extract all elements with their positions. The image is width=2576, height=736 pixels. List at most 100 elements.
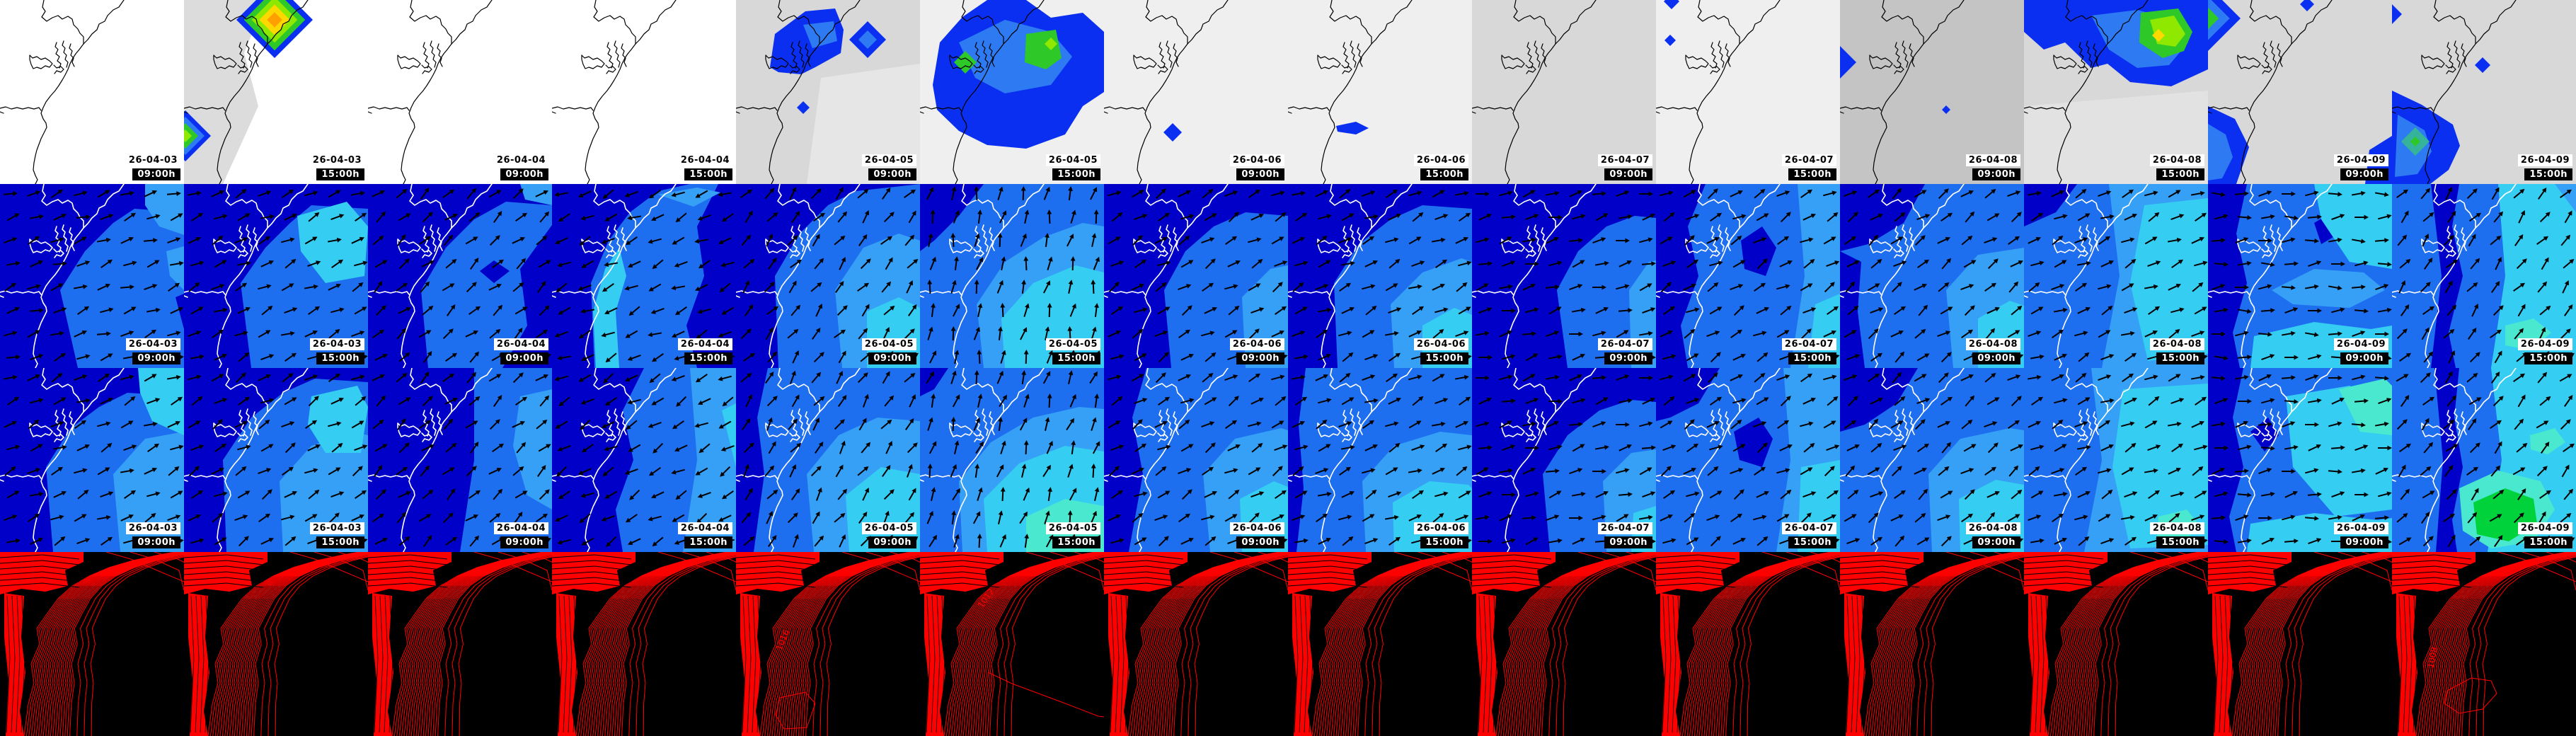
tile-date-label: 26-04-07 [1781, 154, 1836, 166]
map-canvas [2024, 368, 2208, 552]
tile-date-label: 26-04-04 [677, 522, 732, 534]
map-canvas [1840, 552, 2024, 736]
coastline [1656, 0, 1781, 184]
map-tile: 26-04-03 09:00h [0, 0, 184, 184]
tile-time-label: 15:00h [1788, 536, 1836, 548]
map-canvas [184, 0, 368, 184]
map-canvas: 1008 [2392, 552, 2576, 736]
map-tile: 26-04-04 09:00h [368, 368, 552, 552]
map-canvas [2024, 552, 2208, 736]
wave-direction-arrows [1291, 188, 1472, 362]
coastline [1656, 184, 1781, 368]
coastline [184, 0, 309, 184]
coastline [1472, 184, 1597, 368]
precip-blobs [2392, 4, 2490, 184]
wave-direction-arrows [740, 370, 919, 548]
coastline [552, 184, 677, 368]
map-canvas [1104, 184, 1288, 368]
tile-date-label: 26-04-07 [1781, 522, 1836, 534]
coastline [2208, 0, 2333, 184]
map-tile: 26-04-08 15:00h [2024, 184, 2208, 368]
map-tile: 26-04-05 15:00h [920, 184, 1104, 368]
map-tile: 26-04-06 15:00h [1288, 0, 1472, 184]
map-tile [2024, 552, 2208, 736]
map-tile: 26-04-05 09:00h [736, 368, 920, 552]
map-canvas [368, 0, 552, 184]
map-canvas [920, 0, 1104, 184]
map-tile: 26-04-07 15:00h [1656, 184, 1840, 368]
wave-direction-arrows [926, 186, 1100, 364]
map-tile: 1012 [920, 552, 1104, 736]
map-canvas [1104, 368, 1288, 552]
map-tile: 26-04-06 15:00h [1288, 184, 1472, 368]
map-tile: 26-04-08 09:00h [1840, 368, 2024, 552]
map-tile: 1008 [2392, 552, 2576, 736]
wave-direction-arrows [2211, 374, 2392, 545]
precip-blobs [1163, 123, 1182, 142]
tile-date-label: 26-04-07 [1781, 338, 1836, 350]
tile-date-label: 26-04-05 [1045, 338, 1100, 350]
map-tile: 1016 [736, 552, 920, 736]
tile-date-label: 26-04-04 [493, 522, 548, 534]
map-tile: 26-04-03 15:00h [184, 0, 368, 184]
map-canvas: 1012 [920, 552, 1104, 736]
map-tile: 26-04-09 09:00h [2208, 0, 2392, 184]
coastline [184, 184, 309, 368]
isobar-dense-hatching [552, 554, 632, 733]
tile-time-label: 09:00h [1236, 536, 1284, 548]
map-canvas [552, 184, 736, 368]
coastline [184, 368, 309, 552]
map-tile: 26-04-07 15:00h [1656, 0, 1840, 184]
tile-time-label: 15:00h [684, 168, 732, 180]
isobar-contours [2047, 552, 2208, 736]
tile-time-label: 09:00h [1972, 352, 2020, 364]
tile-time-label: 15:00h [2156, 536, 2204, 548]
map-canvas [0, 0, 184, 184]
tile-date-label: 26-04-06 [1229, 338, 1284, 350]
map-canvas [920, 184, 1104, 368]
map-tile [0, 552, 184, 736]
tile-time-label: 09:00h [132, 536, 180, 548]
wave-direction-arrows [3, 189, 184, 362]
tile-time-label: 15:00h [1420, 168, 1468, 180]
tile-time-label: 09:00h [2340, 536, 2388, 548]
tile-date-label: 26-04-08 [2149, 154, 2204, 166]
tile-time-label: 09:00h [868, 168, 916, 180]
isobar-contours [207, 552, 368, 736]
isobar-dense-hatching [1840, 554, 1920, 733]
wave-direction-arrows [740, 187, 919, 364]
map-tile [1656, 552, 1840, 736]
wave-direction-arrows [1108, 188, 1288, 363]
tile-date-label: 26-04-07 [1597, 522, 1652, 534]
map-tile: 26-04-05 15:00h [920, 0, 1104, 184]
coastline [1288, 184, 1413, 368]
isobar-dense-hatching [1104, 554, 1184, 733]
map-tile: 26-04-03 15:00h [184, 368, 368, 552]
map-canvas [736, 0, 920, 184]
map-tile: 26-04-04 09:00h [368, 0, 552, 184]
tile-date-label: 26-04-05 [861, 338, 916, 350]
map-canvas [1472, 552, 1656, 736]
coastline [2024, 184, 2149, 368]
map-canvas [2208, 552, 2392, 736]
map-canvas [1840, 368, 2024, 552]
tile-time-label: 09:00h [132, 352, 180, 364]
tile-time-label: 15:00h [2524, 168, 2572, 180]
tile-date-label: 26-04-09 [2333, 338, 2388, 350]
precip-blobs [184, 0, 313, 161]
map-canvas [552, 0, 736, 184]
precip-blobs [2024, 0, 2208, 86]
tile-date-label: 26-04-06 [1413, 522, 1468, 534]
map-tile: 26-04-09 15:00h [2392, 0, 2576, 184]
coastline [920, 184, 1045, 368]
tile-time-label: 15:00h [2156, 168, 2204, 180]
map-tile: 26-04-09 09:00h [2208, 368, 2392, 552]
map-tile: 26-04-09 09:00h [2208, 184, 2392, 368]
wave-direction-arrows [1291, 372, 1472, 546]
tile-date-label: 26-04-03 [125, 522, 180, 534]
tile-date-label: 26-04-08 [1965, 522, 2020, 534]
isobar-dense-hatching [2024, 554, 2104, 733]
tile-date-label: 26-04-09 [2517, 154, 2572, 166]
isobar-contours [2415, 552, 2576, 736]
